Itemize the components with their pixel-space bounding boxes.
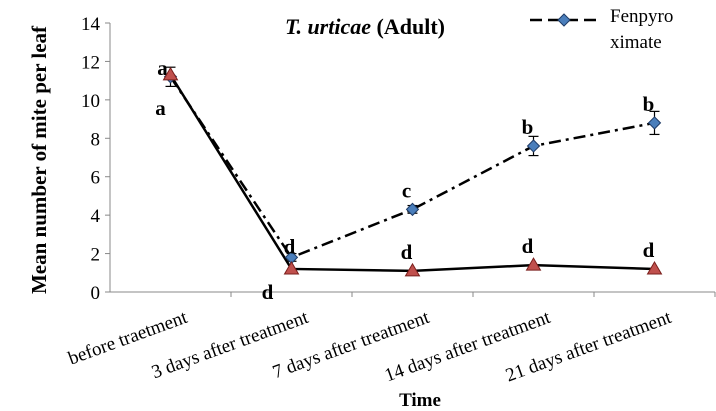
marker-diamond xyxy=(526,139,541,153)
marker-triangle xyxy=(162,66,179,81)
y-tick-label: 14 xyxy=(81,14,101,35)
marker-triangle xyxy=(646,260,663,275)
y-tick-label: 10 xyxy=(81,91,100,112)
y-tick-label: 4 xyxy=(91,206,101,227)
marker-diamond xyxy=(647,116,662,130)
significance-label: c xyxy=(402,178,411,202)
y-tick-label: 0 xyxy=(91,283,101,304)
significance-label: b xyxy=(643,92,655,116)
marker-triangle xyxy=(404,262,421,277)
series-line xyxy=(169,74,655,273)
significance-label: d xyxy=(401,240,413,264)
significance-label: d xyxy=(522,234,534,258)
significance-label: a xyxy=(155,96,166,120)
y-tick-label: 6 xyxy=(91,168,101,189)
y-axis-label: Mean number of mite per leaf xyxy=(27,25,51,294)
y-tick-label: 2 xyxy=(91,245,101,266)
significance-label: d xyxy=(284,234,296,258)
chart-title: T. urticae (Adult) xyxy=(285,14,445,39)
series-line xyxy=(169,76,655,259)
legend-marker xyxy=(557,13,571,27)
legend-label: Fenpyroximate xyxy=(610,6,674,53)
y-tick-label: 12 xyxy=(81,52,100,73)
title-species: T. urticae xyxy=(285,14,371,39)
marker-triangle xyxy=(283,260,300,275)
significance-label: d xyxy=(643,238,655,262)
x-axis-label: Time xyxy=(399,390,441,411)
significance-label: b xyxy=(522,115,534,139)
title-stage: (Adult) xyxy=(377,14,445,39)
y-tick-label: 8 xyxy=(91,129,101,150)
significance-label: d xyxy=(262,280,274,304)
significance-label: a xyxy=(157,56,168,80)
marker-triangle xyxy=(525,257,542,271)
marker-diamond xyxy=(405,202,420,217)
